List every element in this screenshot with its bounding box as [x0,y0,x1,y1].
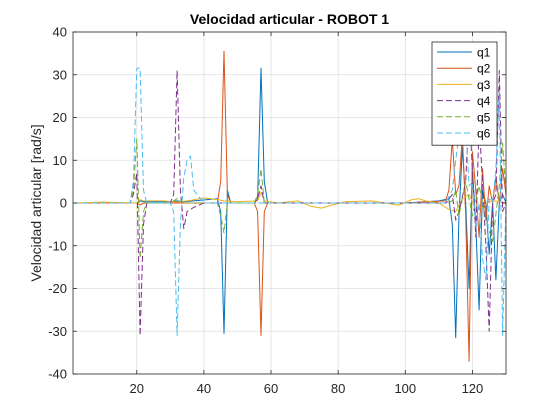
legend-label-q3[interactable]: q3 [477,78,491,92]
y-tick-label: 0 [60,196,67,211]
y-axis-label: Velocidad articular [rad/s] [28,124,44,281]
series-line-q6 [73,67,507,336]
y-tick-label: -40 [48,367,67,382]
y-tick-label: -10 [48,238,67,253]
legend[interactable]: q1 q2 q3 q4 q5 q6 [431,41,498,146]
y-tick-label: -30 [48,324,67,339]
legend-label-q6[interactable]: q6 [477,127,491,141]
legend-label-q4[interactable]: q4 [477,94,491,108]
legend-label-q2[interactable]: q2 [477,62,491,76]
x-tick-label: 80 [331,381,345,396]
x-tick-label: 60 [264,381,278,396]
y-tick-label: -20 [48,281,67,296]
ticks: 20 40 60 80 100 120 -40 -30 -20 -10 0 10 20 30 40 [48,25,506,396]
chart-title: Velocidad articular - ROBOT 1 [190,11,389,27]
legend-label-q1[interactable]: q1 [477,46,491,60]
legend-label-q5[interactable]: q5 [477,110,491,124]
y-tick-label: 30 [53,67,67,82]
legend-box [431,41,498,146]
x-tick-label: 120 [462,381,484,396]
series-line-q5 [73,138,507,260]
y-tick-label: 10 [53,153,67,168]
y-tick-label: 20 [53,110,67,125]
x-tick-label: 40 [197,381,211,396]
x-tick-label: 20 [130,381,144,396]
x-tick-label: 100 [394,381,416,396]
y-tick-label: 40 [53,25,67,40]
series-layer [72,50,507,362]
series-line-q3 [72,191,507,213]
series-line-q2 [73,50,507,362]
